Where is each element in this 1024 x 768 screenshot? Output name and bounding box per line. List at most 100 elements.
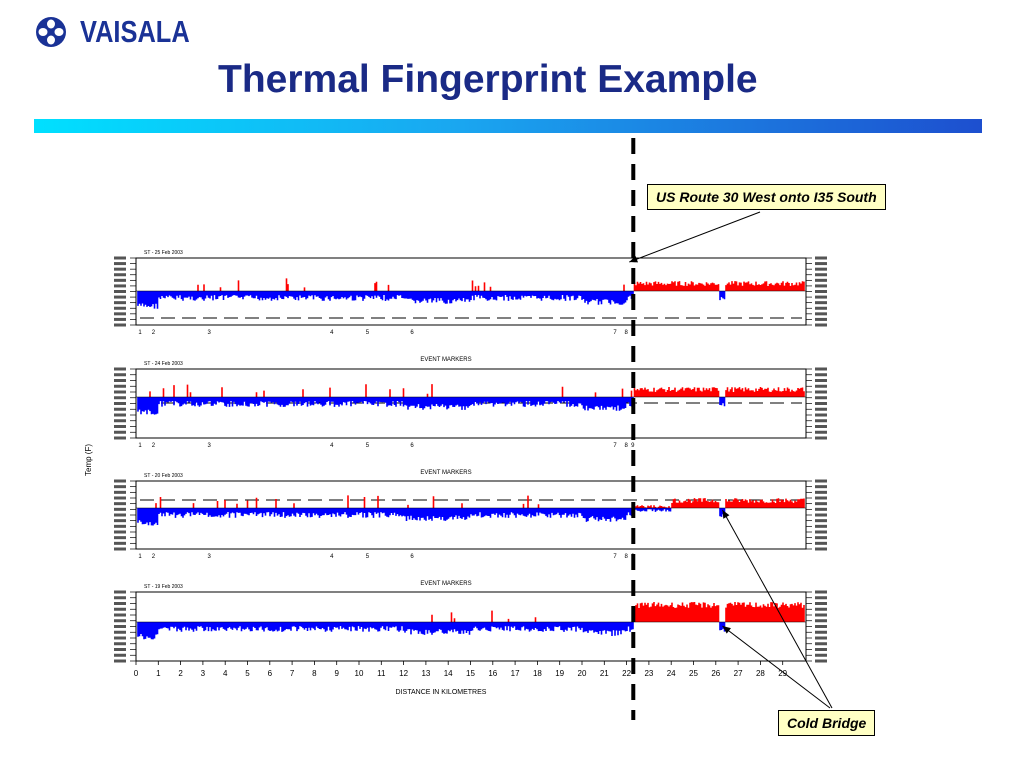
right-tick-label <box>815 419 827 423</box>
x-tick-label-14: 14 <box>444 669 453 678</box>
left-tick-label <box>114 425 126 428</box>
right-tick-label <box>815 653 827 657</box>
warm-series-area <box>431 602 805 622</box>
x-tick-label-11: 11 <box>377 669 386 678</box>
left-tick-label <box>114 278 126 282</box>
event-marker-2: 2 <box>152 443 156 449</box>
event-marker-5: 5 <box>366 443 370 449</box>
right-tick-label <box>815 402 827 405</box>
event-marker-2: 2 <box>152 330 156 336</box>
event-markers-label: EVENT MARKERS <box>420 470 471 476</box>
x-tick-label-10: 10 <box>355 669 364 678</box>
x-tick-label-26: 26 <box>711 669 720 678</box>
x-tick-label-28: 28 <box>756 669 765 678</box>
left-tick-label <box>114 530 126 534</box>
right-tick-label <box>815 278 827 282</box>
cold-bridge-callout: Cold Bridge <box>778 710 876 736</box>
left-tick-label <box>114 301 126 305</box>
left-tick-label <box>114 390 126 394</box>
right-tick-label <box>815 547 827 551</box>
x-tick-label-17: 17 <box>511 669 520 678</box>
event-marker-8: 8 <box>624 554 628 560</box>
right-tick-label <box>815 485 827 489</box>
left-tick-label <box>114 295 126 299</box>
right-tick-label <box>815 425 827 428</box>
left-tick-label <box>114 384 126 388</box>
left-tick-label <box>114 519 126 523</box>
left-tick-label <box>114 596 126 600</box>
left-tick-label <box>114 284 126 288</box>
cold-series-area <box>137 397 726 415</box>
event-marker-2: 2 <box>152 554 156 560</box>
right-tick-label <box>815 541 827 545</box>
right-tick-label <box>815 379 827 382</box>
event-markers-label: EVENT MARKERS <box>420 581 471 587</box>
right-tick-label <box>815 256 827 260</box>
panel-series-label: ST - 20 Feb 2003 <box>144 473 183 479</box>
left-tick-label <box>114 507 126 511</box>
right-tick-label <box>815 642 827 646</box>
slide-title: Thermal Fingerprint Example <box>218 58 758 101</box>
right-tick-label <box>815 636 827 640</box>
left-tick-label <box>114 648 126 651</box>
panel-series-label: ST - 24 Feb 2003 <box>144 361 183 367</box>
right-tick-label <box>815 519 827 523</box>
left-tick-label <box>114 485 126 489</box>
left-tick-label <box>114 367 126 371</box>
left-tick-label <box>114 625 126 628</box>
event-marker-5: 5 <box>366 554 370 560</box>
right-tick-label <box>815 430 827 434</box>
cold-series-area <box>137 291 726 309</box>
right-tick-label <box>815 396 827 400</box>
event-marker-7: 7 <box>613 330 617 336</box>
warm-series-area <box>155 495 805 508</box>
x-tick-label-18: 18 <box>533 669 542 678</box>
route-callout: US Route 30 West onto I35 South <box>647 184 886 210</box>
right-tick-label <box>815 390 827 394</box>
x-tick-label-21: 21 <box>600 669 609 678</box>
event-marker-6: 6 <box>410 330 414 336</box>
x-tick-label-0: 0 <box>134 669 139 678</box>
left-tick-label <box>114 402 126 405</box>
logo-text: VAISALA <box>80 14 190 49</box>
event-marker-3: 3 <box>207 554 211 560</box>
right-tick-label <box>815 659 827 663</box>
right-tick-label <box>815 630 827 634</box>
left-tick-label <box>114 653 126 657</box>
right-tick-label <box>815 295 827 299</box>
cold-bridge-arrow-lower <box>722 625 831 709</box>
x-tick-label-4: 4 <box>223 669 228 678</box>
x-tick-label-7: 7 <box>290 669 295 678</box>
right-tick-label <box>815 284 827 288</box>
right-tick-label <box>815 496 827 500</box>
right-tick-label <box>815 507 827 511</box>
left-tick-label <box>114 413 126 417</box>
vaisala-mark-icon <box>36 17 66 47</box>
cold-series-area <box>137 622 726 640</box>
cold-bridge-arrow-lower-head <box>722 626 731 634</box>
event-marker-1: 1 <box>138 554 142 560</box>
right-tick-label <box>815 413 827 417</box>
left-tick-label <box>114 613 126 617</box>
right-tick-label <box>815 607 827 611</box>
right-tick-label <box>815 306 827 310</box>
right-tick-label <box>815 384 827 388</box>
left-tick-label <box>114 636 126 640</box>
x-tick-label-22: 22 <box>622 669 631 678</box>
right-tick-label <box>815 373 827 377</box>
x-tick-label-12: 12 <box>399 669 408 678</box>
x-tick-label-9: 9 <box>334 669 339 678</box>
event-marker-7: 7 <box>613 554 617 560</box>
right-tick-label <box>815 490 827 494</box>
left-tick-label <box>114 513 126 517</box>
x-tick-label-25: 25 <box>689 669 698 678</box>
route-callout-arrow <box>629 211 761 263</box>
vaisala-logo: VAISALA <box>34 14 214 50</box>
left-tick-label <box>114 290 126 293</box>
left-tick-label <box>114 312 126 316</box>
left-tick-label <box>114 306 126 310</box>
left-tick-label <box>114 256 126 260</box>
event-marker-4: 4 <box>330 443 334 449</box>
left-tick-label <box>114 317 126 321</box>
event-marker-3: 3 <box>207 443 211 449</box>
